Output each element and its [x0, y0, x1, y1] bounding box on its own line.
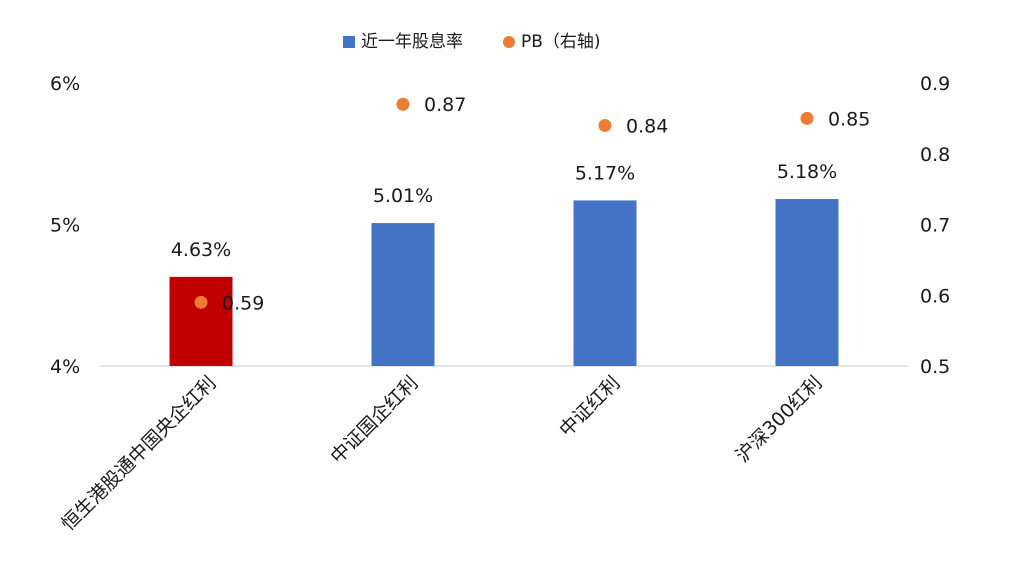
legend-label-dividend: 近一年股息率	[361, 32, 463, 52]
bars	[169, 199, 839, 366]
bar-dividend-yield	[775, 199, 839, 366]
pb-point	[194, 295, 208, 309]
x-category-label: 恒生港股通中国央企红利	[57, 372, 220, 535]
legend-label-pb: PB（右轴)	[521, 32, 601, 52]
pb-value-label: 0.84	[626, 115, 668, 137]
y-left-axis: 4% 5% 6%	[50, 73, 80, 378]
pb-value-label: 0.59	[222, 292, 264, 314]
pb-point	[396, 97, 410, 111]
pb-point-labels: 0.59 0.87 0.84 0.85	[222, 94, 870, 314]
y-right-tick-label: 0.5	[920, 356, 950, 378]
pb-points	[194, 97, 814, 309]
legend-swatch-dividend	[343, 36, 355, 48]
bar-value-label: 5.17%	[575, 162, 635, 184]
y-left-tick-label: 6%	[50, 73, 80, 95]
y-right-tick-label: 0.7	[920, 215, 950, 237]
x-category-label: 中证国企红利	[326, 372, 422, 468]
pb-value-label: 0.87	[424, 94, 466, 116]
pb-point	[800, 111, 814, 125]
bar-value-label: 5.01%	[373, 185, 433, 207]
y-right-tick-label: 0.6	[920, 285, 950, 307]
bar-dividend-yield	[573, 200, 637, 366]
y-right-tick-label: 0.8	[920, 144, 950, 166]
bar-dividend-yield	[169, 276, 233, 366]
y-right-axis: 0.5 0.6 0.7 0.8 0.9	[920, 73, 950, 378]
bar-value-label: 4.63%	[171, 239, 231, 261]
pb-point	[598, 118, 612, 132]
bar-labels: 4.63% 5.01% 5.17% 5.18%	[171, 161, 837, 261]
x-category-label: 沪深300红利	[732, 372, 827, 467]
bar-value-label: 5.18%	[777, 161, 837, 183]
pb-value-label: 0.85	[828, 108, 870, 130]
y-right-tick-label: 0.9	[920, 73, 950, 95]
x-category-label: 中证红利	[555, 372, 624, 441]
x-axis-labels: 恒生港股通中国央企红利 中证国企红利 中证红利 沪深300红利	[57, 372, 826, 535]
bar-dividend-yield	[371, 223, 435, 366]
legend-swatch-pb	[503, 36, 515, 48]
y-left-tick-label: 4%	[50, 356, 80, 378]
legend: 近一年股息率 PB（右轴)	[343, 32, 601, 52]
y-left-tick-label: 5%	[50, 215, 80, 237]
